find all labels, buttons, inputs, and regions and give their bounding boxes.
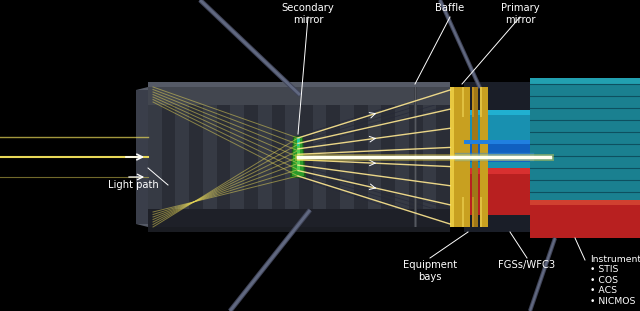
Bar (148, 227, 450, 232)
Text: Primary
mirror: Primary mirror (500, 3, 540, 25)
Text: Instruments
• STIS
• COS
• ACS
• NICMOS: Instruments • STIS • COS • ACS • NICMOS (590, 255, 640, 306)
Bar (472, 87, 474, 117)
Bar (367, 86, 381, 228)
Bar (530, 200, 640, 205)
Bar (464, 140, 530, 144)
Bar (189, 86, 203, 228)
Bar (216, 86, 230, 228)
Bar (414, 87, 417, 227)
Polygon shape (297, 138, 300, 146)
Bar (464, 110, 530, 115)
Bar (148, 87, 450, 105)
Bar (162, 86, 175, 228)
Bar (175, 86, 189, 228)
Bar (381, 86, 395, 228)
Polygon shape (292, 138, 304, 176)
Bar (299, 86, 313, 228)
Bar (480, 87, 488, 227)
Bar (462, 197, 464, 227)
Bar (530, 78, 640, 84)
Bar (148, 82, 450, 232)
Bar (480, 197, 482, 227)
Bar (450, 87, 454, 227)
Bar (530, 200, 640, 238)
Bar (354, 86, 367, 228)
Bar (148, 209, 450, 227)
Bar (271, 86, 285, 228)
Bar (436, 86, 450, 228)
Bar (464, 82, 530, 232)
Text: FGSs/WFC3: FGSs/WFC3 (499, 260, 556, 270)
Bar (203, 86, 216, 228)
Bar (464, 168, 530, 215)
Bar (415, 87, 416, 227)
Bar (409, 86, 422, 228)
Bar (136, 90, 148, 224)
Bar (530, 78, 640, 238)
Bar (258, 86, 271, 228)
Bar (148, 86, 162, 228)
Bar (462, 87, 470, 227)
Bar (244, 86, 258, 228)
Bar (148, 82, 450, 87)
Bar (285, 86, 299, 228)
Bar (395, 86, 409, 228)
Bar (462, 87, 464, 117)
Bar (450, 87, 466, 227)
Text: Secondary
mirror: Secondary mirror (282, 3, 334, 25)
Text: Light path: Light path (108, 180, 159, 190)
Polygon shape (297, 140, 300, 170)
Text: Baffle: Baffle (435, 3, 465, 13)
Bar (464, 168, 530, 174)
Polygon shape (136, 87, 148, 227)
Text: Equipment
bays: Equipment bays (403, 260, 457, 281)
Bar (472, 87, 478, 227)
Polygon shape (290, 136, 306, 178)
Bar (472, 197, 474, 227)
Bar (464, 110, 530, 168)
Bar (326, 86, 340, 228)
Bar (480, 87, 482, 117)
Bar (340, 86, 354, 228)
Bar (422, 86, 436, 228)
Bar (313, 86, 326, 228)
Bar (464, 140, 530, 162)
Bar (230, 86, 244, 228)
